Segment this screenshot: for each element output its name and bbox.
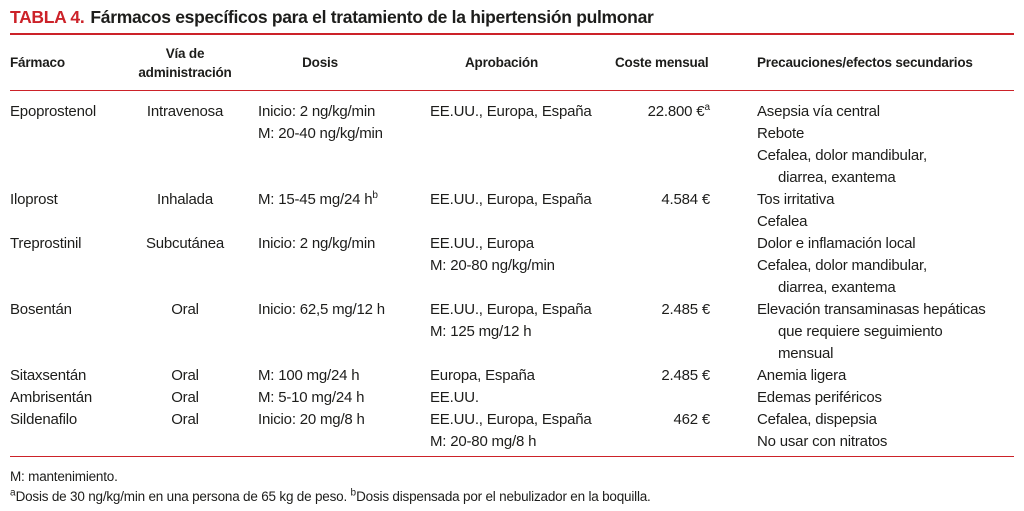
cell-dosis: M: 100 mg/24 h [258, 367, 360, 384]
cell-farmaco: Ambrisentán [10, 387, 130, 409]
table-caption: TABLA 4. Fármacos específicos para el tra… [10, 0, 1014, 28]
cell-aprobacion: EE.UU., Europa, España M: 125 mg/12 h [430, 301, 592, 340]
table-number-label: TABLA 4. [10, 7, 85, 27]
cell-via: Oral [171, 301, 199, 318]
cell-dosis: M: 5-10 mg/24 h [258, 389, 365, 406]
cell-precauciones: Cefalea, dispepsia No usar con nitratos [757, 411, 888, 450]
column-header-dosis: Dosis [302, 55, 338, 70]
cell-dosis: Inicio: 62,5 mg/12 h [258, 301, 385, 318]
cell-farmaco: Bosentán [10, 299, 130, 365]
column-header-precauciones: Precauciones/efectos secundarios [757, 55, 973, 70]
drug-name: Iloprost [10, 191, 58, 208]
footnote-marker-b: b [350, 487, 357, 499]
table-header-row: Fármaco Vía de administración Dosis Apro… [10, 35, 1014, 90]
cell-coste: 22.800 €a [647, 102, 710, 121]
cell-via: Oral [171, 389, 199, 406]
table-row: Bosentán Oral Inicio: 62,5 mg/12 h EE.UU… [10, 299, 1014, 365]
table-title: Fármacos específicos para el tratamiento… [90, 7, 654, 27]
cell-coste [615, 233, 715, 299]
cell-via: Inhalada [157, 191, 213, 208]
cell-farmaco: Sitaxsentán [10, 365, 130, 387]
footnote-abbreviation: M: mantenimiento. [10, 469, 118, 484]
cell-dosis: Inicio: 2 ng/kg/min M: 20-40 ng/kg/min [258, 103, 383, 142]
cell-precauciones: Elevación transaminasas hepáticas que re… [757, 301, 986, 362]
footer-rule [10, 456, 1014, 457]
column-header-coste: Coste mensual [615, 55, 709, 70]
cell-coste: 2.485 € [661, 301, 710, 318]
drug-name: Treprostinil [10, 235, 82, 252]
cell-aprobacion: EE.UU., Europa, España [430, 191, 592, 208]
drug-name: Sildenafilo [10, 411, 78, 428]
cell-dosis: M: 15-45 mg/24 hb [258, 190, 378, 209]
cell-coste: 4.584 € [661, 191, 710, 208]
cell-coste: 2.485 € [661, 367, 710, 384]
header-rule [10, 90, 1014, 91]
cell-coste: 462 € [673, 411, 710, 428]
cell-precauciones: Anemia ligera [757, 367, 847, 384]
cell-farmaco: Treprostinil [10, 233, 130, 299]
table-row: Sildenafilo Oral Inicio: 20 mg/8 h EE.UU… [10, 409, 1014, 453]
footnote-marker-b: b [372, 190, 378, 201]
drug-name: Bosentán [10, 301, 72, 318]
drug-name: Ambrisentán [10, 389, 93, 406]
cell-aprobacion: EE.UU., Europa, España M: 20-80 mg/8 h [430, 411, 592, 450]
cell-via: Oral [171, 367, 199, 384]
title-rule [10, 33, 1014, 35]
cell-via: Oral [171, 411, 199, 428]
cell-precauciones: Tos irritativa Cefalea [757, 191, 835, 230]
cell-aprobacion: EE.UU. [430, 389, 479, 406]
cell-farmaco: Iloprost [10, 189, 130, 233]
footnote-notes: aDosis de 30 ng/kg/min en una persona de… [10, 487, 651, 504]
cell-aprobacion: EE.UU., Europa M: 20-80 ng/kg/min [430, 235, 555, 274]
cell-via: Intravenosa [146, 103, 224, 120]
table-row: Iloprost Inhalada M: 15-45 mg/24 hb EE.U… [10, 189, 1014, 233]
cell-aprobacion: EE.UU., Europa, España [430, 103, 592, 120]
cell-aprobacion: Europa, España [430, 367, 535, 384]
cell-dosis: Inicio: 2 ng/kg/min [258, 235, 376, 252]
cell-precauciones: Dolor e inflamación local Cefalea, dolor… [757, 235, 927, 296]
column-header-aprobacion: Aprobación [464, 55, 538, 70]
table-footnotes: M: mantenimiento. aDosis de 30 ng/kg/min… [10, 457, 1014, 507]
cell-farmaco: Epoprostenol [10, 101, 130, 189]
footnote-marker-a: a [10, 487, 16, 499]
table-body: Epoprostenol Intravenosa Inicio: 2 ng/kg… [10, 91, 1014, 453]
footnote-marker-a: a [704, 102, 710, 113]
table-row: Ambrisentán Oral M: 5-10 mg/24 h EE.UU. … [10, 387, 1014, 409]
column-header-farmaco: Fármaco [10, 55, 65, 70]
table-row: Treprostinil Subcutánea Inicio: 2 ng/kg/… [10, 233, 1014, 299]
drug-name: Sitaxsentán [10, 367, 87, 384]
cell-coste [615, 387, 715, 409]
table-row: Sitaxsentán Oral M: 100 mg/24 h Europa, … [10, 365, 1014, 387]
cell-precauciones: Asepsia vía central Rebote Cefalea, dolo… [757, 103, 927, 186]
cell-precauciones: Edemas periféricos [757, 389, 882, 406]
cell-dosis: Inicio: 20 mg/8 h [258, 411, 365, 428]
cell-farmaco: Sildenafilo [10, 409, 130, 453]
table-row: Epoprostenol Intravenosa Inicio: 2 ng/kg… [10, 101, 1014, 189]
drug-name: Epoprostenol [10, 103, 96, 120]
column-header-via: Vía de administración [138, 45, 232, 80]
cell-via: Subcutánea [145, 235, 225, 252]
